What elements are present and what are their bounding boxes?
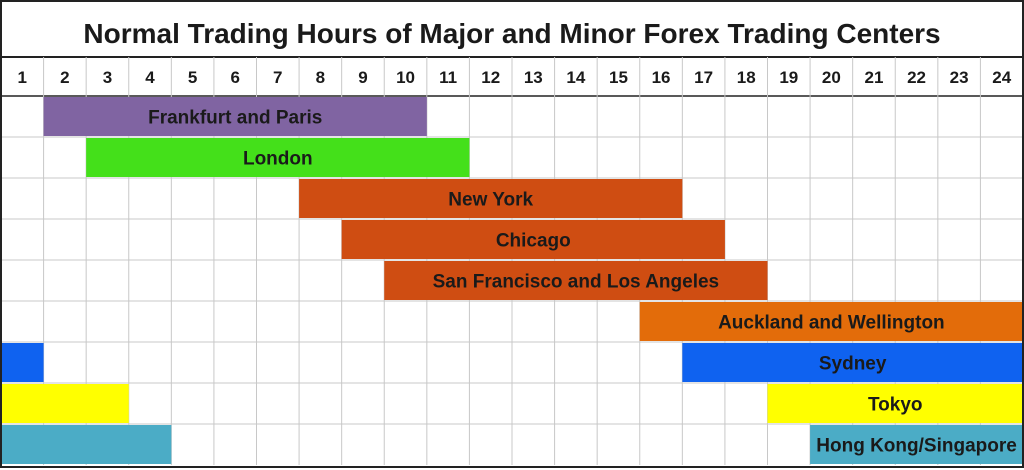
- hour-label: 5: [188, 68, 197, 87]
- bar-tokyo: [767, 384, 1023, 423]
- hour-axis: 1 2 3 4 5 6 7 8 9 10 11 12 13 14 15 16 17 18 19 20 21 22 23 24: [18, 68, 1012, 87]
- hour-label: 14: [566, 68, 585, 87]
- hour-label: 10: [396, 68, 415, 87]
- hour-label: 13: [524, 68, 543, 87]
- bar-tokyo-wrap: [1, 384, 129, 423]
- bar-label: Hong Kong/Singapore: [816, 436, 1017, 457]
- hour-label: 12: [481, 68, 500, 87]
- bar-san-francisco-and-los-angeles: [384, 261, 768, 300]
- bar-label: New York: [448, 190, 533, 211]
- hour-label: 11: [439, 68, 457, 87]
- hour-label: 1: [18, 68, 27, 87]
- hour-label: 16: [652, 68, 671, 87]
- bar-sydney: [682, 343, 1023, 382]
- bar-label: San Francisco and Los Angeles: [433, 272, 719, 293]
- bar-hong-kong-singapore-wrap: [1, 425, 172, 464]
- hour-label: 21: [864, 68, 883, 87]
- bar-label: Frankfurt and Paris: [148, 108, 322, 129]
- bar-sydney-wrap: [1, 343, 44, 382]
- chart-title: Normal Trading Hours of Major and Minor …: [83, 18, 940, 49]
- hour-label: 17: [694, 68, 713, 87]
- hour-label: 2: [60, 68, 69, 87]
- bar-label: Chicago: [496, 231, 571, 252]
- hour-label: 6: [230, 68, 239, 87]
- hour-label: 4: [145, 68, 155, 87]
- hour-label: 20: [822, 68, 841, 87]
- bar-hong-kong-singapore: [810, 425, 1023, 464]
- bar-frankfurt-and-paris: [43, 97, 427, 136]
- hour-label: 3: [103, 68, 112, 87]
- hour-label: 19: [779, 68, 798, 87]
- bar-label: London: [243, 149, 313, 170]
- bar-label: Tokyo: [868, 395, 923, 416]
- bars: Frankfurt and Paris London New York Chicago…: [1, 97, 1023, 464]
- hour-label: 15: [609, 68, 628, 87]
- bar-label: Sydney: [819, 354, 887, 375]
- hour-label: 23: [950, 68, 969, 87]
- hour-label: 8: [316, 68, 325, 87]
- bar-new-york: [299, 179, 683, 218]
- bar-label: Auckland and Wellington: [718, 313, 945, 334]
- bar-chicago: [341, 220, 725, 259]
- bar-london: [86, 138, 470, 177]
- hour-label: 24: [992, 68, 1011, 87]
- hour-label: 22: [907, 68, 926, 87]
- hour-label: 9: [358, 68, 367, 87]
- bar-auckland-and-wellington: [639, 302, 1023, 341]
- hour-label: 18: [737, 68, 756, 87]
- hour-label: 7: [273, 68, 282, 87]
